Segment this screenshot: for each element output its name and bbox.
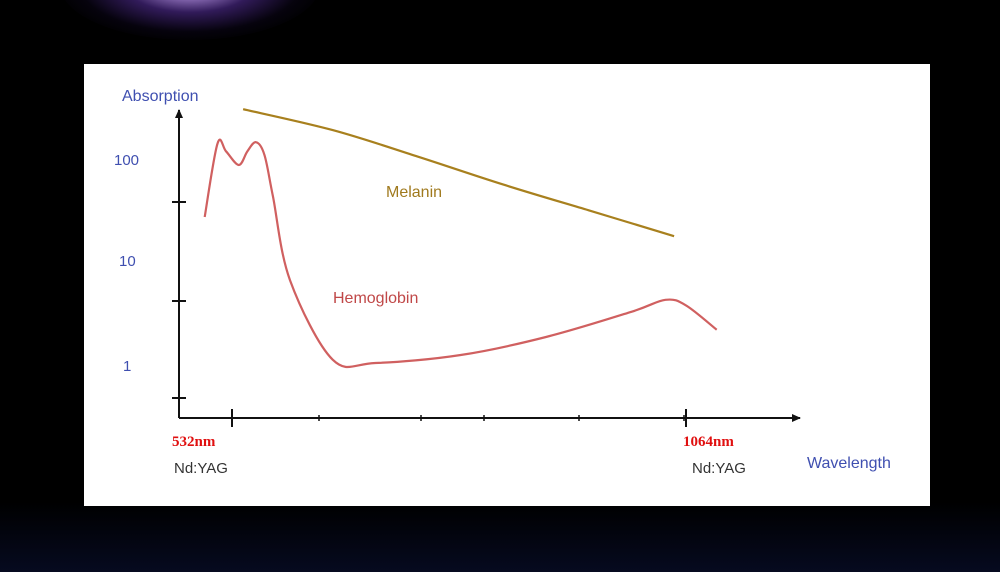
x-tick-label-1064nm: 1064nm [683, 434, 734, 450]
y-tick-label-10: 10 [119, 253, 136, 270]
x-tick-sublabel-532: Nd:YAG [174, 460, 228, 477]
y-axis-label: Absorption [122, 88, 199, 105]
x-tick-sublabel-1064: Nd:YAG [692, 460, 746, 477]
hemoglobin-series-line [203, 138, 718, 369]
y-tick-label-1: 1 [123, 358, 131, 375]
absorption-chart: Absorption 100 10 1 532nm Nd:YAG 1064nm … [114, 88, 891, 477]
background-glow [60, 0, 320, 40]
melanin-series-label: Melanin [386, 184, 442, 201]
x-axis-label: Wavelength [807, 455, 891, 472]
chart-panel: Absorption 100 10 1 532nm Nd:YAG 1064nm … [84, 64, 930, 506]
hemoglobin-series-label: Hemoglobin [333, 290, 418, 307]
melanin-series-line [242, 108, 675, 238]
background-tint [0, 502, 1000, 572]
y-tick-label-100: 100 [114, 152, 139, 169]
x-tick-label-532nm: 532nm [172, 434, 216, 450]
